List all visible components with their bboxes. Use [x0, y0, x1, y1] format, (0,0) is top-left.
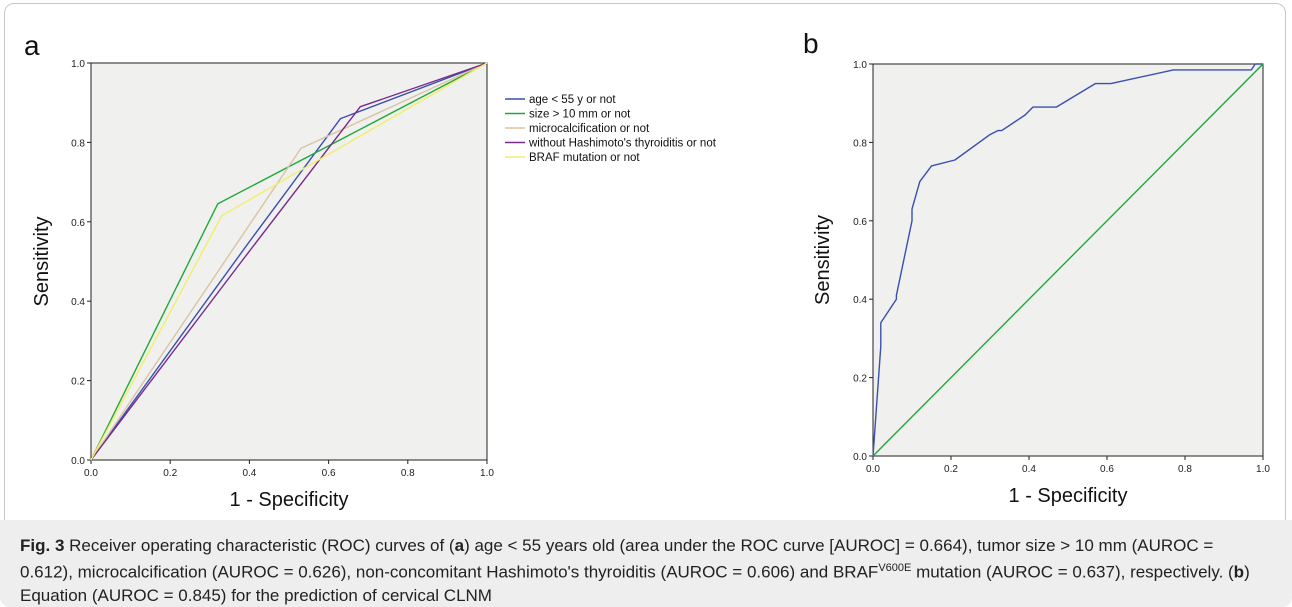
plot-area	[90, 62, 488, 461]
x-tick-label: 0.6	[1100, 464, 1114, 475]
y-tick-label: 0.6	[853, 217, 867, 228]
x-tick-label: 1.0	[1256, 464, 1270, 475]
x-axis-label: 1 - Specificity	[1009, 485, 1128, 507]
y-tick-label: 0.2	[71, 377, 85, 388]
y-tick-label: 0.4	[853, 295, 867, 306]
y-tick-label: 1.0	[853, 60, 867, 71]
legend-label: BRAF mutation or not	[529, 152, 640, 164]
x-tick-label: 0.0	[866, 464, 880, 475]
x-tick-label: 0.2	[944, 464, 958, 475]
y-tick-label: 0.6	[71, 218, 85, 229]
panel-label: a	[24, 30, 40, 61]
x-tick-label: 0.8	[401, 468, 415, 479]
y-axis-label: Sensitivity	[812, 215, 834, 305]
caption-part1: Receiver operating characteristic (ROC) …	[64, 536, 455, 555]
figure-panels: a0.00.00.20.20.40.40.60.60.80.81.01.01 -…	[24, 28, 1270, 511]
panel-label: b	[803, 28, 819, 59]
x-tick-label: 0.0	[84, 468, 98, 479]
series-line	[90, 62, 488, 461]
legend-label: without Hashimoto's thyroiditis or not	[528, 138, 717, 150]
series-line	[872, 63, 1264, 457]
panel-a: a 0.00.0 0.2 0.2 0.4 0.4 0.6 0.6 0.8 0.8 1.0 1.0 1 -…	[24, 30, 717, 511]
series-line	[90, 62, 488, 461]
x-tick-label: 0.6	[322, 468, 336, 479]
caption-part3: mutation (AUROC = 0.637), respectively. …	[911, 562, 1234, 582]
caption-text: Fig. 3 Receiver operating characteristic…	[20, 534, 1270, 607]
y-tick-label: 0.0	[853, 452, 867, 463]
y-tick-label: 1.0	[71, 59, 85, 70]
panel-b: b 0.00.0 0.2 0.2 0.4 0.4 0.6 0.6 0.8 0.8 1.0 1.0 1 -…	[803, 28, 1270, 507]
y-tick-label: 0.4	[71, 297, 85, 308]
caption-part2: ) age < 55 years old (area under the ROC…	[20, 536, 1214, 582]
figure-caption: Fig. 3 Receiver operating characteristic…	[0, 520, 1292, 607]
x-axis-label: 1 - Specificity	[230, 489, 349, 511]
legend-label: size > 10 mm or not	[529, 109, 631, 121]
caption-part4: ) Equation (AUROC = 0.845) for the predi…	[20, 562, 1250, 605]
series-line	[90, 62, 488, 461]
y-tick-label: 0.2	[853, 374, 867, 385]
caption-b: b	[1233, 562, 1245, 582]
caption-fig-label: Fig. 3	[20, 536, 65, 555]
y-tick-label: 0.8	[853, 138, 867, 149]
x-tick-label: 0.8	[1178, 464, 1192, 475]
series-line	[872, 63, 1263, 457]
x-tick-label: 0.4	[1022, 464, 1036, 475]
legend-label: microcalcification or not	[529, 123, 650, 135]
legend-label: age < 55 y or not	[529, 94, 616, 106]
caption-a: a	[454, 536, 465, 555]
y-tick-label: 0.8	[71, 138, 85, 149]
x-tick-label: 0.4	[242, 468, 256, 479]
x-tick-label: 0.2	[163, 468, 177, 479]
series-line	[90, 62, 488, 461]
caption-sup: V600E	[878, 562, 912, 574]
y-tick-label: 0.0	[71, 456, 85, 467]
y-axis-label: Sensitivity	[31, 216, 53, 306]
series-line	[90, 62, 488, 461]
x-tick-label: 1.0	[480, 468, 494, 479]
